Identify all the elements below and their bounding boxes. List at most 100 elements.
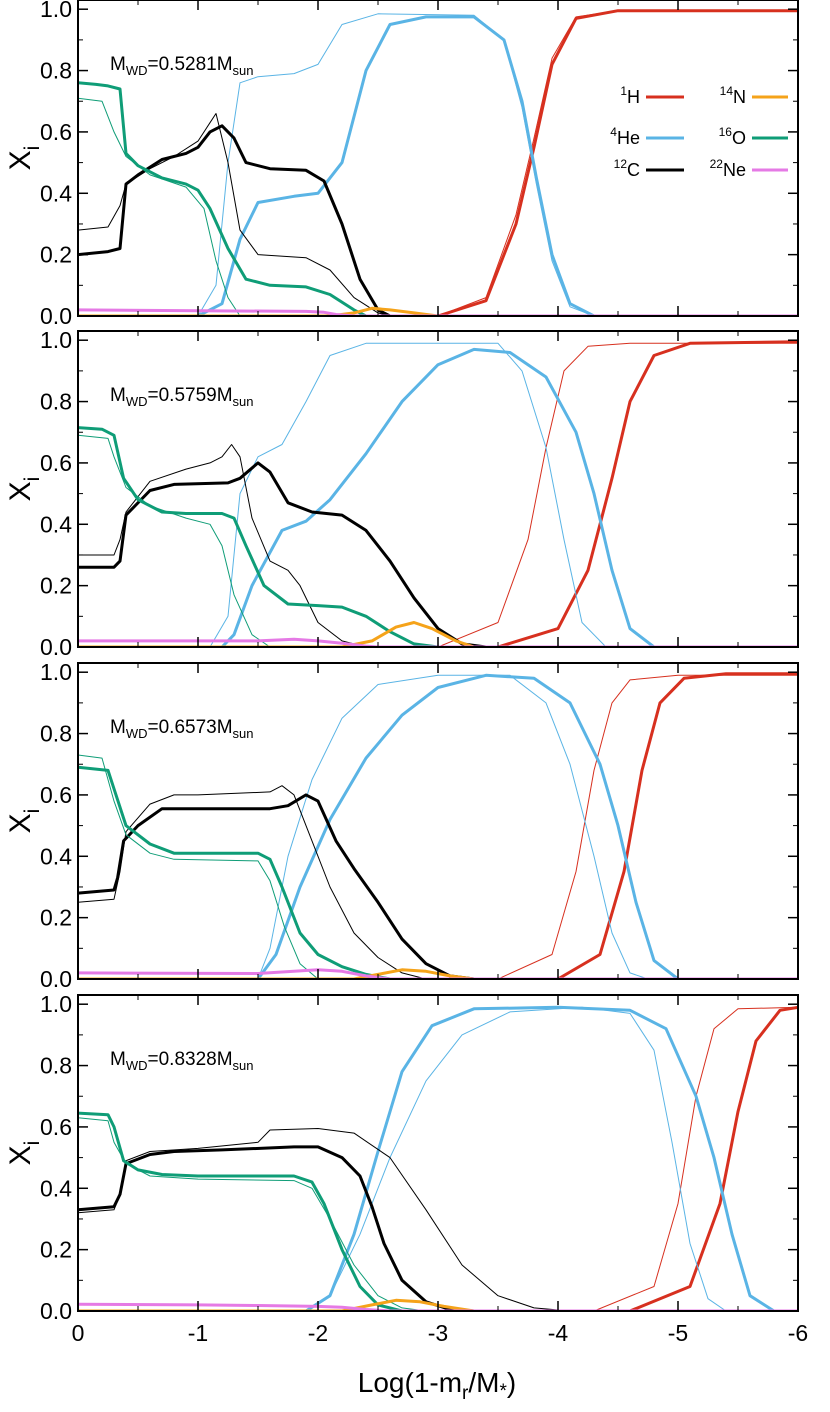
series-line-C12-thick xyxy=(78,124,798,316)
panel-series-group xyxy=(78,9,798,316)
y-axis-label: Xi xyxy=(4,146,44,171)
panel-mass-label-sub: sun xyxy=(233,63,254,78)
panel-frame xyxy=(77,662,799,980)
panel-mass-label: MWD=0.8328Msun xyxy=(110,1049,254,1073)
series-line-C12-thin xyxy=(78,785,798,979)
y-axis-label: Xi xyxy=(4,1141,44,1166)
panel-series-group xyxy=(78,672,798,979)
panel-series-group xyxy=(78,1005,798,1311)
panel-mass-label-sub: WD xyxy=(126,394,148,409)
panel-frame xyxy=(77,330,799,648)
y-tick-label: 0.2 xyxy=(40,905,72,931)
x-tick-label: -5 xyxy=(668,1320,688,1346)
series-line-C12-thick xyxy=(78,793,798,979)
series-line-H1-thick xyxy=(78,340,798,647)
series-line-O16-thin xyxy=(78,97,798,316)
series-line-H1-thick xyxy=(78,1005,798,1311)
y-tick-label: 0.4 xyxy=(40,843,72,869)
series-line-O16-thick xyxy=(78,765,798,979)
series-line-C12-thin xyxy=(78,113,798,316)
y-tick-label: 0.6 xyxy=(40,1114,72,1140)
x-axis-label: Log(1-mr/M*) xyxy=(358,1367,516,1404)
legend-label-H1: 1H xyxy=(620,84,640,107)
legend-element: Ne xyxy=(723,160,746,180)
series-line-O16-thick xyxy=(78,1111,798,1311)
panel-mass-label-sub: sun xyxy=(233,726,254,741)
series-line-He4-thick xyxy=(78,347,798,647)
y-tick-label: 0.4 xyxy=(40,511,72,537)
panel-mass-label-sub: WD xyxy=(126,726,148,741)
y-tick-label: 0.2 xyxy=(40,1237,72,1263)
legend-mass-number: 4 xyxy=(610,125,617,139)
y-tick-label: 0.6 xyxy=(40,450,72,476)
y-axis-label-sub: i xyxy=(21,146,44,151)
y-axis-label: Xi xyxy=(4,477,44,502)
series-line-Ne22-thick xyxy=(78,308,798,316)
x-tick-label: -1 xyxy=(188,1320,208,1346)
panel-mass-label-value: =0.6573M xyxy=(148,717,233,738)
series-line-O16-thin xyxy=(78,754,798,979)
y-tick-label: 0.2 xyxy=(40,573,72,599)
y-tick-label: 1.0 xyxy=(40,0,72,22)
y-tick-label: 1.0 xyxy=(40,659,72,685)
panel-1: 0.0 0.2 0.4 0.6 0.8 1.0 Xi MWD=0.5281Msun xyxy=(4,0,799,329)
series-line-C12-thin xyxy=(78,1128,798,1311)
panel-frame xyxy=(77,0,799,317)
x-axis-label-suffix: /M xyxy=(468,1367,499,1398)
legend-label-O16: 16O xyxy=(719,125,746,148)
series-line-He4-thick xyxy=(78,15,798,316)
panel-mass-label-value: =0.5281M xyxy=(148,54,233,75)
panel-series-group xyxy=(78,340,798,647)
y-tick-label: 0.0 xyxy=(40,966,72,992)
y-axis-label-main: X xyxy=(4,813,37,833)
panel-mass-label-main: M xyxy=(110,385,126,406)
y-axis-label: Xi xyxy=(4,809,44,834)
legend-element: C xyxy=(627,160,640,180)
legend-mass-number: 12 xyxy=(614,157,628,171)
legend-mass-number: 1 xyxy=(620,84,627,98)
y-tick-label: 0.2 xyxy=(40,242,72,268)
y-tick-label: 0.4 xyxy=(40,1175,72,1201)
y-tick-label: 0.0 xyxy=(40,1298,72,1324)
y-tick-label: 0.6 xyxy=(40,782,72,808)
series-line-O16-thin xyxy=(78,434,798,647)
x-axis-label-prefix: Log(1-m xyxy=(358,1367,462,1398)
legend-element: He xyxy=(617,128,640,148)
series-line-C12-thick xyxy=(78,461,798,647)
panel-mass-label-sub: WD xyxy=(126,1058,148,1073)
legend-label-He4: 4He xyxy=(610,125,640,148)
panel-frame xyxy=(77,994,799,1312)
legend-mass-number: 14 xyxy=(720,84,734,98)
series-line-He4-thin xyxy=(78,13,798,316)
x-tick-label: -6 xyxy=(788,1320,808,1346)
panel-mass-label-main: M xyxy=(110,54,126,75)
y-tick-label: 0.8 xyxy=(40,58,72,84)
y-axis-label-main: X xyxy=(4,481,37,501)
series-line-O16-thick xyxy=(78,426,798,647)
panel-mass-label-main: M xyxy=(110,1049,126,1070)
panel-2: 0.0 0.2 0.4 0.6 0.8 1.0 Xi MWD=0.5759Msun xyxy=(4,327,799,660)
y-axis-label-sub: i xyxy=(21,809,44,814)
x-axis-label-close: ) xyxy=(507,1367,516,1398)
panel-mass-label: MWD=0.5281Msun xyxy=(110,54,254,78)
panels-layer: 0.00.20.40.60.81.0XiMWD=0.5281Msun0.00.2… xyxy=(4,0,808,1346)
series-line-H1-thin xyxy=(78,674,798,979)
x-tick-labels: 0 -1 -2 -3 -4 -5 -6 xyxy=(72,1320,809,1346)
series-line-O16-thick xyxy=(78,81,798,316)
x-tick-label: -3 xyxy=(428,1320,448,1346)
panel-mass-label-sub: sun xyxy=(233,1058,254,1073)
series-line-C12-thin xyxy=(78,444,798,647)
y-tick-label: 1.0 xyxy=(40,991,72,1017)
series-line-H1-thin xyxy=(78,10,798,316)
legend-label-N14: 14N xyxy=(720,84,746,107)
y-tick-label: 0.8 xyxy=(40,389,72,415)
x-tick-label: -4 xyxy=(548,1320,569,1346)
panel-3: 0.0 0.2 0.4 0.6 0.8 1.0 Xi MWD=0.6573Msun xyxy=(4,659,799,992)
y-axis-label-sub: i xyxy=(21,477,44,482)
series-line-He4-thin xyxy=(78,1006,798,1311)
series-line-O16-thin xyxy=(78,1117,798,1311)
panel-mass-label: MWD=0.6573Msun xyxy=(110,717,254,741)
panel-4: 0.0 0.2 0.4 0.6 0.8 1.0 Xi MWD=0.8328Msun xyxy=(4,991,799,1324)
